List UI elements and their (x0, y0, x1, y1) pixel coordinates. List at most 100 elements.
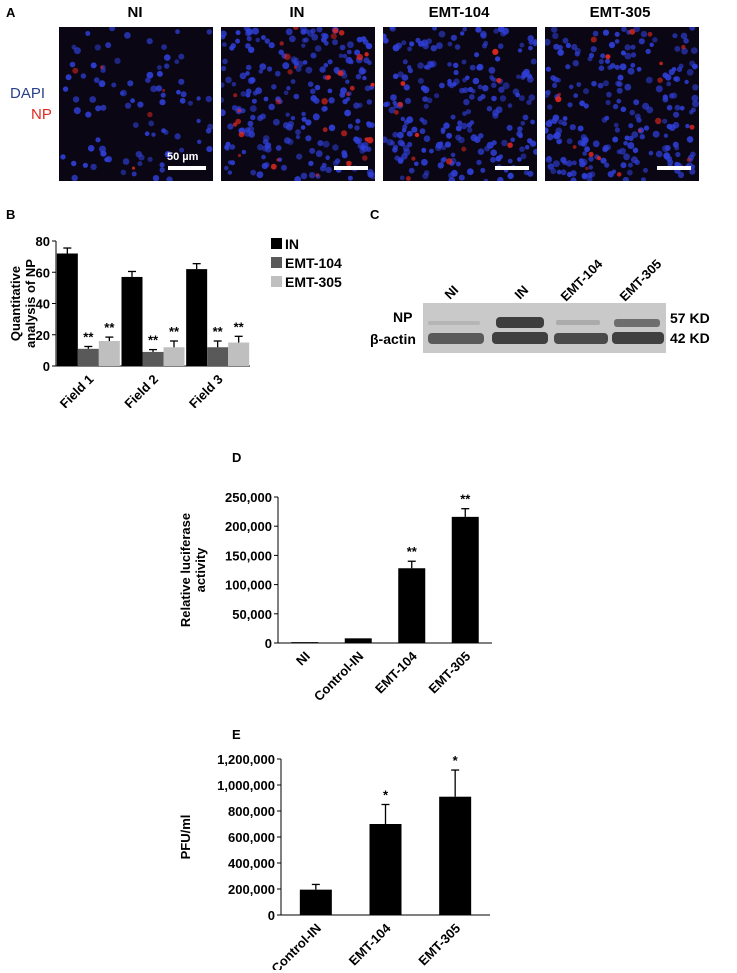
y-axis-label-line: Relative luciferase (178, 513, 193, 627)
band-actin-in (492, 332, 548, 344)
micro-title-in: IN (289, 4, 305, 21)
y-tick-label: 800,000 (228, 804, 275, 819)
micrograph-ni (59, 27, 213, 181)
scale-bar (657, 166, 691, 170)
lane-label-emt104: EMT-104 (558, 256, 606, 304)
y-tick-label: 60 (36, 265, 50, 280)
x-tick-label: Field 1 (57, 372, 97, 408)
legend-label: EMT-305 (285, 274, 342, 290)
western-blot: NI IN EMT-104 EMT-305 NP β-actin 57 KDa … (370, 256, 710, 353)
y-tick-label: 250,000 (225, 490, 272, 505)
significance-mark: ** (234, 319, 245, 334)
band-actin-emt104 (554, 333, 608, 344)
significance-mark: ** (407, 544, 418, 559)
bar (451, 516, 479, 643)
band-np-emt104 (556, 320, 600, 325)
legend-label: IN (285, 236, 299, 252)
bar (439, 796, 472, 915)
bar (142, 351, 164, 366)
bar (299, 889, 332, 915)
panel-letter-d: D (232, 450, 242, 465)
y-tick-label: 0 (43, 359, 50, 374)
x-tick-label: Field 3 (186, 372, 226, 408)
bar (121, 276, 143, 366)
significance-mark: ** (83, 329, 94, 344)
size-label-57: 57 KDa (670, 310, 710, 326)
y-axis-label-line: activity (193, 547, 208, 593)
lane-label-ni: NI (442, 282, 462, 302)
micrograph-image (545, 27, 699, 181)
y-tick-label: 0 (268, 908, 275, 923)
bar (77, 348, 99, 366)
y-tick-label: 1,200,000 (217, 752, 275, 767)
blot-membrane (423, 303, 666, 353)
legend-swatch (271, 238, 282, 249)
scale-bar (495, 166, 529, 170)
y-tick-label: 200,000 (225, 519, 272, 534)
x-tick-label: EMT-104 (372, 648, 420, 696)
bar (344, 638, 372, 643)
y-tick-label: 200,000 (228, 882, 275, 897)
micrograph-in (221, 27, 375, 181)
y-tick-label: 20 (36, 328, 50, 343)
bar (56, 253, 78, 366)
micrograph-image (60, 27, 213, 181)
band-np-ni (428, 321, 480, 325)
y-tick-label: 80 (36, 234, 50, 249)
legend-swatch (271, 257, 282, 268)
y-tick-label: 40 (36, 297, 50, 312)
band-np-emt305 (614, 319, 660, 327)
legend-label: EMT-104 (285, 255, 342, 271)
x-tick-label: Control-IN (311, 649, 367, 705)
significance-mark: ** (460, 492, 471, 507)
scale-bar (168, 166, 206, 170)
significance-mark: ** (148, 333, 159, 348)
x-tick-label: EMT-104 (346, 920, 394, 968)
x-tick-label: Control-IN (268, 921, 324, 970)
bar (163, 347, 185, 366)
panel-letter-b: B (6, 207, 16, 222)
micrograph-emt104 (383, 27, 537, 181)
band-actin-emt305 (612, 332, 664, 344)
y-axis-label-line: Quantitative (8, 266, 23, 341)
y-axis-label: PFU/ml (178, 815, 193, 860)
y-tick-label: 600,000 (228, 830, 275, 845)
row-label-actin: β-actin (370, 331, 416, 347)
y-tick-label: 1,000,000 (217, 778, 275, 793)
lane-label-in: IN (512, 282, 532, 302)
legend-swatch (271, 276, 282, 287)
y-tick-label: 50,000 (232, 607, 272, 622)
chart-e: 0 200,000 400,000 600,000 800,000 1,000,000 1,… (178, 752, 490, 970)
micro-title-ni: NI (127, 4, 143, 21)
panel-letter-e: E (232, 727, 241, 742)
x-tick-label: EMT-305 (425, 649, 473, 697)
chart-b: 0 20 40 60 80 Quantitativeanalysis of NP ** ** F… (8, 234, 342, 408)
bar (98, 341, 120, 366)
lane-label-emt305: EMT-305 (617, 256, 665, 304)
y-tick-label: 150,000 (225, 548, 272, 563)
significance-mark: ** (213, 324, 224, 339)
y-axis-label-line: analysis of NP (23, 259, 38, 348)
micrograph-image (221, 27, 375, 181)
micro-title-emt305: EMT-305 (589, 4, 651, 21)
bar (228, 342, 250, 366)
significance-mark: * (383, 788, 389, 803)
y-tick-label: 0 (265, 636, 272, 651)
y-axis-label: Relative luciferaseactivity (178, 513, 208, 627)
stain-label-np: NP (31, 106, 52, 123)
micro-title-emt104: EMT-104 (428, 4, 490, 21)
significance-mark: ** (169, 324, 180, 339)
x-tick-label: Field 2 (121, 372, 161, 408)
bar (291, 642, 319, 643)
blot-lane-labels: NI IN EMT-104 EMT-305 (442, 256, 665, 304)
micrograph-emt305 (545, 27, 699, 181)
stain-label-dapi: DAPI (10, 85, 46, 102)
micrograph-image (383, 27, 537, 181)
x-tick-label: EMT-305 (415, 921, 463, 969)
significance-mark: ** (104, 320, 115, 335)
y-tick-label: 100,000 (225, 578, 272, 593)
bar (207, 347, 229, 366)
band-np-in (496, 317, 544, 328)
y-axis-label: Quantitativeanalysis of NP (8, 259, 38, 348)
panel-letter-a: A (6, 5, 16, 20)
